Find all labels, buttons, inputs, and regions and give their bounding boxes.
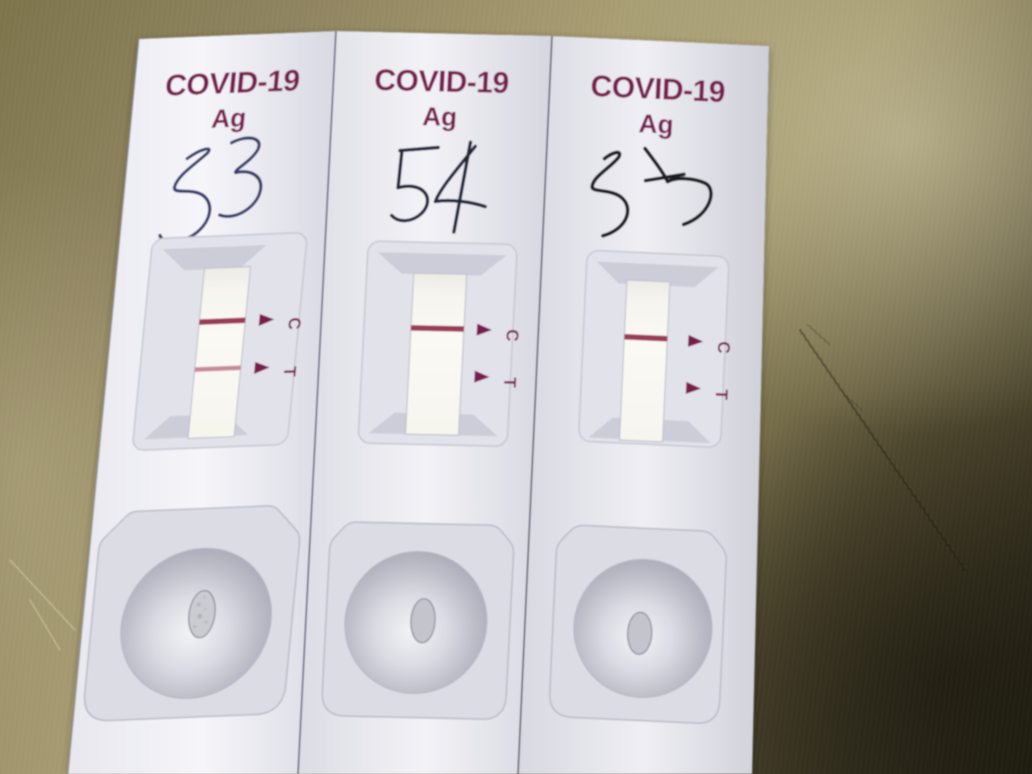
svg-text:T: T [500,377,520,388]
svg-text:Ag: Ag [638,108,674,140]
svg-text:COVID-19: COVID-19 [590,70,726,109]
svg-text:T: T [712,389,731,401]
svg-text:C: C [714,341,734,354]
svg-text:COVID-19: COVID-19 [164,64,302,102]
svg-text:Ag: Ag [422,101,458,132]
svg-text:C: C [502,329,522,342]
svg-text:T: T [280,366,300,378]
svg-text:C: C [284,317,304,330]
svg-text:COVID-19: COVID-19 [374,64,510,100]
svg-text:Ag: Ag [210,102,248,133]
